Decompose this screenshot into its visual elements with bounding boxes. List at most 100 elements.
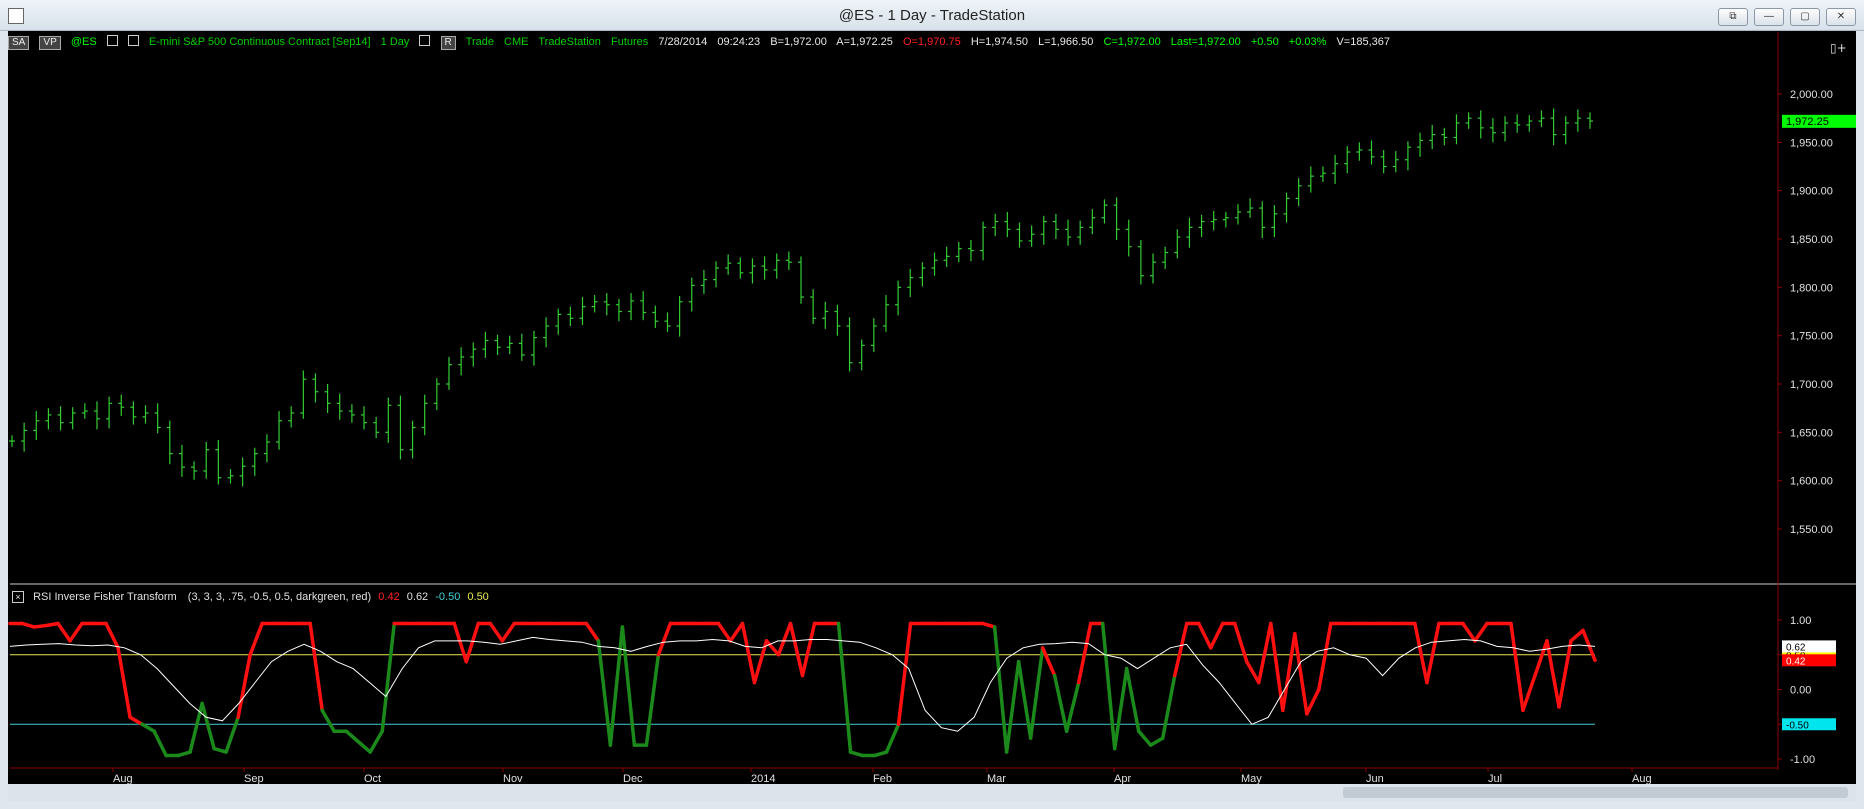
ift-segment: [236, 653, 252, 720]
ift-segment: [776, 621, 793, 657]
close-indicator-icon[interactable]: ×: [12, 591, 24, 603]
ift-segment: [1305, 687, 1321, 716]
ift-segment: [1233, 621, 1249, 664]
low-label: L=1,966.50: [1038, 36, 1094, 48]
ift-segment: [308, 621, 324, 713]
price-tick-label: 1,550.00: [1790, 524, 1833, 536]
last-price-tag: [1782, 114, 1856, 128]
restore-window-icon[interactable]: ⧉: [1718, 8, 1748, 26]
exchange-label: CME: [504, 36, 529, 48]
ift-segment: [620, 625, 637, 747]
ift-segment: [1521, 673, 1537, 713]
level-tag-lower: [1782, 718, 1836, 731]
ift-segment: [1413, 621, 1429, 685]
vp-button[interactable]: VP: [39, 36, 61, 50]
price-tick-label: 1,750.00: [1790, 331, 1833, 343]
open-label: O=1,970.75: [902, 36, 961, 48]
interval-label: 1 Day: [380, 36, 410, 48]
ift-segment: [188, 701, 204, 754]
price-tick-label: 1,950.00: [1790, 137, 1833, 149]
source-label: TradeStation: [538, 36, 601, 48]
interval-dropdown-icon[interactable]: [419, 35, 431, 46]
ift-segment: [356, 739, 372, 754]
time-tick-label: Oct: [364, 773, 381, 785]
ift-segment: [32, 623, 48, 629]
ift-segment: [1136, 729, 1153, 747]
ift-segment: [1533, 639, 1549, 678]
date-label: 7/28/2014: [658, 36, 708, 48]
ift-segment: [1557, 639, 1573, 709]
ift-segment: [608, 625, 625, 747]
price-tick-label: 1,700.00: [1790, 379, 1833, 391]
signal-value-tag: [1782, 640, 1836, 653]
sa-button[interactable]: SA: [8, 36, 30, 50]
price-tick-label: 1,900.00: [1790, 186, 1833, 198]
ift-segment: [716, 621, 733, 643]
maximize-button[interactable]: ▢: [1790, 8, 1820, 26]
ift-segment: [320, 708, 336, 733]
ift-segment: [1581, 628, 1597, 663]
dropdown-icon[interactable]: [106, 35, 118, 46]
ift-segment: [848, 750, 865, 758]
ift-segment: [740, 621, 757, 685]
ift-segment: [1172, 621, 1189, 678]
ift-segment: [980, 621, 997, 629]
ift-segment: [1004, 659, 1021, 754]
ift-segment: [1040, 646, 1057, 678]
time-tick-label: Mar: [987, 773, 1006, 785]
time-tick-label: Aug: [113, 773, 133, 785]
time-tick-label: May: [1241, 773, 1262, 785]
ift-segment: [248, 621, 264, 657]
minimize-button[interactable]: —: [1754, 8, 1784, 26]
ift-segment: [800, 621, 817, 678]
ift-segment: [1425, 621, 1441, 685]
ift-segment: [596, 639, 613, 747]
ift-segment: [1569, 628, 1585, 643]
ift-segment: [44, 621, 60, 628]
close-label: C=1,972.00: [1103, 36, 1161, 48]
ift-segment: [752, 639, 769, 685]
time-tick-label: Jul: [1488, 773, 1502, 785]
price-tick-label: 1,850.00: [1790, 234, 1833, 246]
ift-segment: [1461, 621, 1477, 643]
interval-icon[interactable]: [127, 35, 139, 46]
signal-line: [9, 636, 1596, 732]
symbol-label[interactable]: @ES: [70, 36, 97, 48]
ift-segment: [992, 625, 1009, 754]
ift-segment: [1076, 621, 1093, 685]
ift-segment: [380, 621, 396, 733]
ift-segment: [1197, 621, 1213, 650]
type-label: Futures: [610, 36, 649, 48]
close-button[interactable]: ✕: [1826, 8, 1856, 26]
ift-segment: [152, 729, 168, 758]
ift-segment: [368, 729, 384, 754]
window-titlebar: @ES - 1 Day - TradeStation ⧉ — ▢ ✕: [0, 0, 1864, 31]
last-label: Last=1,972.00: [1170, 36, 1241, 48]
price-tick-label: 2,000.00: [1790, 89, 1833, 101]
indicator-params: (3, 3, 3, .75, -0.5, 0.5, darkgreen, red…: [187, 591, 372, 603]
ift-segment: [872, 750, 889, 758]
time-tick-label: Aug: [1632, 773, 1652, 785]
scrollbar-thumb[interactable]: [1343, 787, 1848, 798]
ift-segment: [764, 639, 781, 657]
ift-segment: [836, 621, 853, 754]
ift-segment: [1509, 621, 1525, 713]
ift-segment: [788, 621, 805, 678]
r-button[interactable]: R: [440, 36, 456, 50]
time-tick-label: Dec: [623, 773, 643, 785]
time-tick-label: 2014: [751, 773, 775, 785]
price-tick-label: 1,650.00: [1790, 427, 1833, 439]
chart-menu-icon: ▯+: [1830, 41, 1847, 55]
ift-segment: [1245, 659, 1261, 685]
window-title: @ES - 1 Day - TradeStation: [838, 7, 1026, 24]
ift-segment: [104, 621, 120, 650]
horizontal-scrollbar[interactable]: [8, 784, 1856, 801]
indicator-tick-label: -1.00: [1790, 754, 1815, 766]
ift-segment: [452, 621, 469, 664]
price-tick-label: 1,600.00: [1790, 476, 1833, 488]
mode-label: Trade: [465, 36, 494, 48]
time-label: 09:24:23: [717, 36, 761, 48]
ift-segment: [1257, 621, 1273, 685]
ift-segment: [1064, 680, 1081, 733]
ift-segment: [68, 621, 84, 643]
